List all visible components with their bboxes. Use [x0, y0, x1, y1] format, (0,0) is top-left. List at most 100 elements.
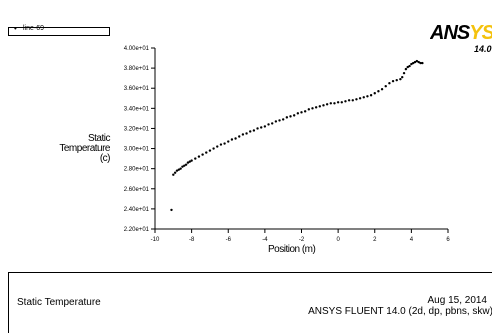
chart-canvas: -10 -8 -6 -4 -2 0 2 4 6 2.20e+01 2.40e+01 2.60e+01 2… — [124, 46, 451, 243]
data-point — [241, 133, 245, 136]
data-point — [173, 171, 177, 174]
data-point — [219, 143, 223, 146]
data-point — [300, 111, 303, 114]
logo-text: ANSYS — [430, 22, 492, 44]
logo-text-accent: YS — [469, 22, 492, 44]
data-point — [395, 78, 398, 82]
data-point — [373, 92, 376, 95]
data-point — [417, 60, 420, 64]
footer-date: Aug 15, 2014 — [427, 295, 488, 306]
data-point — [399, 77, 402, 81]
data-point — [318, 105, 322, 108]
x-axis-label: Position (m) — [268, 244, 316, 255]
data-point — [303, 110, 307, 113]
data-point — [419, 61, 422, 65]
data-point — [384, 85, 387, 88]
y-tick-label: 2.40e+01 — [124, 207, 150, 213]
data-point — [336, 101, 340, 104]
y-tick-label: 3.60e+01 — [124, 86, 150, 92]
legend-marker: • — [14, 24, 17, 33]
data-point — [186, 161, 190, 164]
tick-labels: -10 -8 -6 -4 -2 0 2 4 6 2.20e+01 2.40e+01 2.60e+01 2… — [124, 46, 451, 243]
y-tick-label: 3.80e+01 — [124, 66, 150, 72]
logo-version: 14.0 — [474, 44, 492, 54]
axes — [154, 48, 448, 230]
data-point — [256, 127, 259, 130]
data-point — [362, 96, 365, 99]
data-point — [183, 164, 186, 167]
footer-title: Static Temperature — [17, 297, 101, 308]
data-point — [329, 102, 332, 105]
data-point — [252, 129, 256, 132]
data-point — [197, 155, 201, 158]
data-point — [408, 64, 411, 68]
data-point — [402, 71, 406, 75]
data-point — [311, 107, 314, 110]
y-tick-label: 2.60e+01 — [124, 187, 150, 193]
logo-text-main: ANS — [430, 22, 470, 44]
tick-marks — [151, 47, 449, 233]
x-tick-label: -8 — [189, 237, 195, 243]
data-point — [179, 167, 182, 170]
data-point — [358, 97, 362, 100]
data-point — [234, 137, 237, 140]
data-point — [410, 62, 413, 66]
y-tick-label: 3.20e+01 — [124, 126, 150, 132]
data-point — [412, 61, 415, 65]
x-tick-label: 0 — [336, 237, 340, 243]
data-point — [344, 100, 347, 103]
data-point — [333, 102, 336, 105]
footer-panel: Static Temperature Aug 15, 2014 ANSYS FL… — [8, 272, 492, 333]
x-tick-label: -4 — [262, 237, 268, 243]
data-point — [377, 90, 380, 93]
data-point — [181, 165, 184, 168]
data-point — [212, 147, 215, 150]
data-point — [177, 168, 181, 171]
y-axis-label-line-2: Temperature — [59, 143, 110, 154]
data-point — [285, 116, 289, 119]
data-point — [238, 135, 241, 138]
data-point — [380, 88, 384, 91]
data-point — [227, 140, 230, 143]
data-point — [245, 132, 248, 135]
data-point — [170, 208, 173, 212]
data-point — [355, 98, 358, 101]
data-point — [366, 95, 369, 98]
data-point — [292, 114, 296, 117]
data-point — [263, 125, 267, 128]
data-point — [278, 119, 281, 122]
data-point — [325, 103, 329, 106]
data-point — [281, 118, 285, 121]
data-point — [190, 159, 193, 162]
data-point — [369, 94, 373, 97]
x-tick-label: -10 — [151, 237, 160, 243]
data-point — [340, 101, 343, 104]
data-point — [351, 99, 354, 102]
data-point — [223, 142, 226, 145]
data-point — [208, 149, 212, 152]
x-tick-label: 2 — [373, 237, 377, 243]
x-tick-label: 4 — [410, 237, 414, 243]
data-point — [289, 115, 292, 118]
data-point — [391, 79, 395, 83]
data-point — [271, 122, 274, 125]
data-point — [406, 65, 409, 69]
data-point — [404, 67, 408, 71]
ansys-logo: ANSYS 14.0 — [430, 22, 492, 66]
data-point — [205, 151, 208, 154]
data-points — [170, 59, 424, 212]
y-axis-label-line-1: Static — [87, 133, 111, 144]
data-point — [188, 160, 191, 163]
data-point — [267, 123, 270, 126]
data-point — [314, 106, 318, 109]
data-point — [230, 138, 234, 141]
data-point — [274, 120, 278, 123]
data-point — [194, 157, 197, 160]
data-point — [415, 59, 419, 63]
data-point — [175, 169, 179, 172]
legend: • line-69 — [8, 24, 110, 36]
data-point — [307, 108, 311, 111]
data-point — [249, 130, 252, 133]
y-tick-label: 2.20e+01 — [124, 227, 150, 233]
data-point — [184, 163, 188, 166]
